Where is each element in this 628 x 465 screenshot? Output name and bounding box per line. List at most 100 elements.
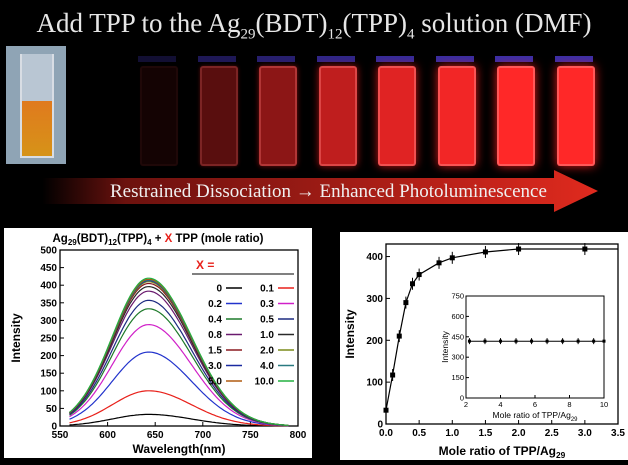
figure-title: Add TPP to the Ag29(BDT)12(TPP)4 solutio… xyxy=(36,8,592,43)
x-axis-label: Wavelength(nm) xyxy=(133,442,226,456)
inset-data-point xyxy=(499,339,502,343)
y-axis-label: Intensity xyxy=(9,313,23,363)
cuvette-glow xyxy=(378,66,416,166)
legend-label: 2.0 xyxy=(260,346,274,357)
inset-data-point xyxy=(483,339,487,343)
y-tick-label: 0 xyxy=(51,422,57,433)
inset-y-tick-label: 150 xyxy=(451,373,464,382)
x-tick-label: 3.5 xyxy=(611,428,625,439)
data-point xyxy=(516,246,522,252)
cuvette-glow xyxy=(318,66,357,166)
cuvette-rim xyxy=(138,56,176,62)
data-point xyxy=(436,260,442,266)
y-tick-label: 300 xyxy=(40,316,57,327)
data-point xyxy=(482,249,488,255)
emission-spectra-chart: Ag29(BDT)12(TPP)4 + X TPP (mole ratio) 55… xyxy=(9,233,307,456)
x-tick-label: 2.5 xyxy=(545,428,559,439)
inset-data-point xyxy=(514,339,518,343)
chart-title: Ag29(BDT)12(TPP)4 + X TPP (mole ratio) xyxy=(52,233,263,247)
trend-line xyxy=(385,248,618,411)
cuvette-rim xyxy=(257,56,295,62)
y-tick-label: 400 xyxy=(40,281,57,292)
inset-x-tick-label: 4 xyxy=(498,400,502,409)
data-point xyxy=(416,272,422,278)
x-tick-label: 750 xyxy=(242,430,259,441)
y-tick-label: 500 xyxy=(40,246,57,257)
inset-x-tick-label: 6 xyxy=(533,400,537,409)
legend-label: 10.0 xyxy=(255,377,275,388)
inset-data-point xyxy=(561,339,565,343)
legend-label: 0.4 xyxy=(208,315,222,326)
cuvette xyxy=(435,56,476,166)
y-tick-label: 150 xyxy=(40,369,57,380)
cuvette-glow xyxy=(556,66,595,166)
legend-label: 0.5 xyxy=(260,315,274,326)
cuvette-glow xyxy=(437,66,476,166)
series-line xyxy=(69,277,289,426)
legend-label: 0.3 xyxy=(260,299,274,310)
series-line xyxy=(69,282,289,426)
inset-data-point xyxy=(576,339,580,343)
intensity-ratio-panel: 0.0 0.5 1.0 1.5 2.0 2.5 3.0 3.5 0 100 200 300 400 Mol… xyxy=(340,232,628,460)
x-tick-label: 2.0 xyxy=(512,428,526,439)
cuvette xyxy=(495,56,535,166)
cuvette-glow xyxy=(497,66,535,166)
inset-data-point xyxy=(467,339,471,343)
series-line xyxy=(69,390,289,427)
x-tick-label: 3.0 xyxy=(578,428,592,439)
plot-frame xyxy=(385,243,619,425)
x-tick-label: 600 xyxy=(99,430,116,441)
cuvette-photo-strip xyxy=(0,44,628,166)
cuvette xyxy=(138,56,178,166)
inset-y-axis-label: Intensity xyxy=(440,330,450,362)
data-point xyxy=(403,300,409,306)
cuvette xyxy=(316,56,357,166)
data-point xyxy=(383,407,389,413)
series-line xyxy=(69,279,289,426)
inset-y-tick-label: 600 xyxy=(451,312,464,321)
legend-label: 0.8 xyxy=(208,330,222,341)
y-tick-label: 200 xyxy=(366,336,383,347)
data-point xyxy=(582,246,588,252)
legend-label: 1.5 xyxy=(208,346,222,357)
cuvette-glow xyxy=(259,66,297,166)
y-tick-label: 350 xyxy=(40,298,57,309)
cuvette-rim xyxy=(376,56,414,62)
series-line xyxy=(69,285,289,426)
arrow-caption: Restrained Dissociation → Enhanced Photo… xyxy=(110,181,547,202)
inset-data-point xyxy=(545,339,549,343)
cuvette-rim xyxy=(316,56,355,62)
legend-label: 3.0 xyxy=(208,361,222,372)
series-line xyxy=(69,280,289,426)
legend-title: X = xyxy=(196,258,214,272)
inset-x-tick-label: 10 xyxy=(600,400,608,409)
x-tick-label: 1.0 xyxy=(445,428,459,439)
inset-x-axis-label: Mole ratio of TPP/Ag29 xyxy=(493,410,579,423)
legend-label: 0 xyxy=(216,284,222,295)
cuvette-rim xyxy=(197,56,236,62)
inset-y-tick-label: 450 xyxy=(451,332,464,341)
x-tick-label: 650 xyxy=(147,430,164,441)
x-tick-label: 1.5 xyxy=(478,428,492,439)
inset-y-tick-label: 750 xyxy=(451,292,464,301)
series-line xyxy=(69,351,289,427)
data-point xyxy=(449,255,455,261)
cuvette-glow xyxy=(140,66,178,166)
y-tick-label: 250 xyxy=(40,334,57,345)
y-tick-label: 0 xyxy=(377,420,383,431)
legend-label: 0.2 xyxy=(208,299,222,310)
inset-data-point xyxy=(530,339,534,343)
x-tick-label: 0.0 xyxy=(379,428,393,439)
inset-frame xyxy=(465,295,605,399)
y-tick-label: 200 xyxy=(40,351,57,362)
y-tick-label: 100 xyxy=(40,386,57,397)
progress-arrow xyxy=(42,170,598,212)
cuvette-glow xyxy=(199,66,238,166)
y-tick-label: 50 xyxy=(46,404,58,415)
x-tick-label: 700 xyxy=(194,430,211,441)
x-tick-label: 550 xyxy=(52,430,69,441)
data-point xyxy=(396,333,402,339)
cuvette xyxy=(257,56,297,166)
inset-x-tick-label: 8 xyxy=(567,400,571,409)
legend-label: 0.1 xyxy=(260,284,274,295)
